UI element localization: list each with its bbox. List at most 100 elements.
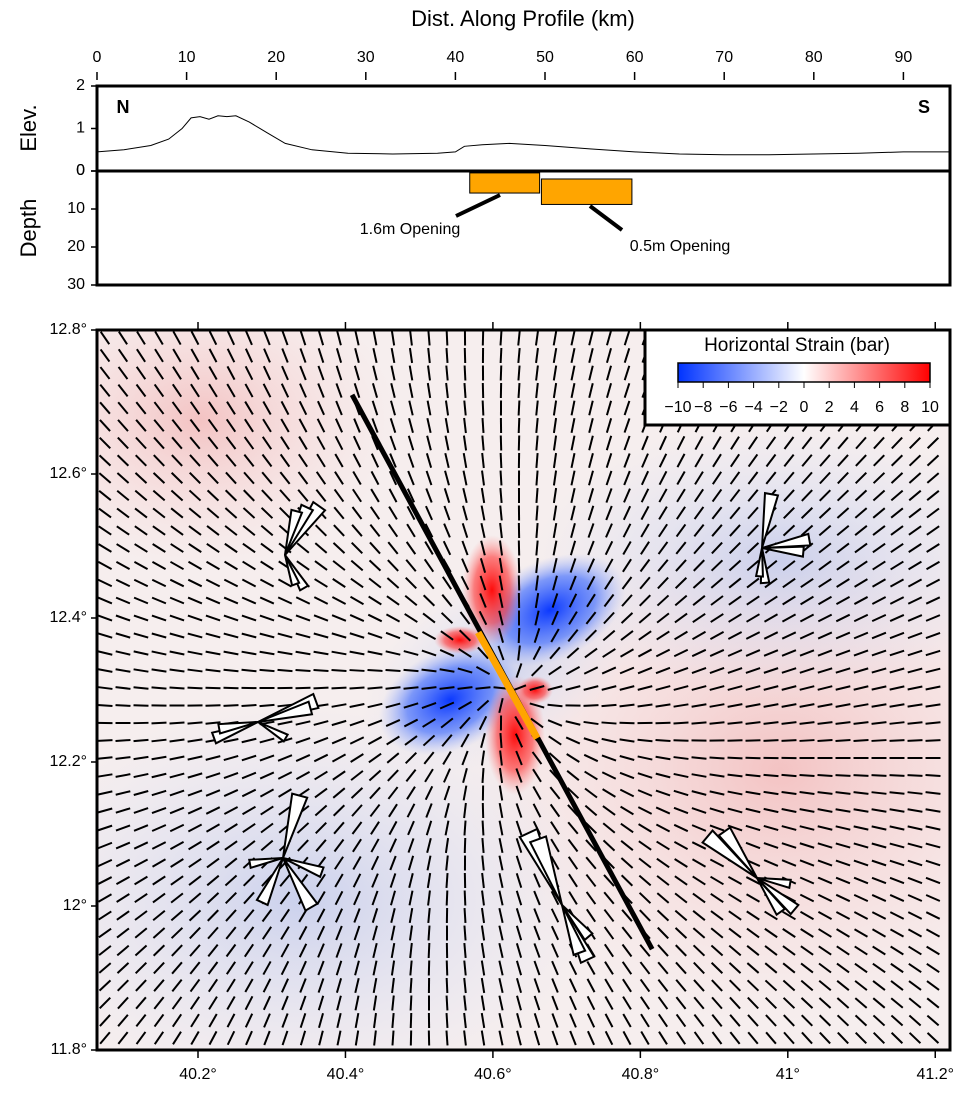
colorbar-title: Horizontal Strain (bar) — [704, 335, 890, 356]
strain-dash — [314, 670, 329, 671]
strain-dash — [428, 926, 429, 941]
strain-dash — [782, 740, 797, 741]
strain-dash — [500, 488, 501, 503]
strain-dash — [224, 705, 239, 706]
strain-dash — [890, 775, 905, 776]
strain-dash — [98, 705, 113, 706]
strain-dash — [446, 873, 447, 888]
strain-dash — [692, 757, 707, 758]
strain-dash — [447, 978, 448, 993]
y-tick-label: 12.4° — [49, 609, 87, 626]
strain-dash — [602, 722, 617, 723]
strain-dash — [447, 891, 448, 906]
strain-dash — [152, 723, 167, 724]
strain-dash — [656, 740, 671, 741]
strain-dash — [854, 775, 869, 776]
strain-dash — [908, 775, 923, 776]
y-tick-label: 2 — [76, 77, 85, 94]
strain-dash — [536, 506, 537, 521]
x-tick-label: 40.8° — [622, 1066, 660, 1083]
strain-dash — [674, 740, 689, 741]
strain-dash — [482, 768, 483, 783]
strain-dash — [800, 775, 815, 776]
strain-dash — [692, 722, 707, 723]
strain-dash — [170, 687, 185, 688]
figure: Dist. Along Profile (km) Elev. Depth N S… — [0, 0, 957, 1090]
colorbar-tick-label: 6 — [875, 399, 884, 416]
strain-dash — [464, 926, 465, 941]
colorbar — [678, 363, 930, 382]
x-tick-label: 41.2° — [916, 1066, 954, 1083]
strain-dash — [926, 740, 941, 741]
strain-dash — [746, 740, 761, 741]
strain-dash — [518, 348, 519, 363]
strain-dash — [410, 978, 411, 993]
strain-dash — [818, 775, 833, 776]
leader-line — [456, 195, 500, 216]
strain-dash — [501, 366, 502, 381]
strain-dash — [392, 1013, 393, 1028]
elev-label: Elev. — [16, 104, 41, 151]
x-tick-label: 41° — [776, 1066, 800, 1083]
strain-dash — [501, 348, 502, 363]
colorbar-tick-label: −6 — [719, 399, 737, 416]
x-tick-label: 0 — [93, 49, 102, 66]
y-tick-label: 30 — [67, 276, 85, 293]
strain-dash — [446, 348, 447, 363]
panel-frame — [97, 86, 950, 171]
strain-dash — [368, 670, 383, 671]
strain-dash — [429, 943, 430, 958]
strain-dash — [501, 453, 502, 468]
strain-dash — [746, 758, 761, 759]
strain-dash — [536, 541, 537, 556]
y-tick-label: 11.8° — [51, 1041, 87, 1058]
strain-dash — [656, 723, 671, 724]
strain-dash — [386, 670, 401, 671]
strain-dash — [386, 687, 401, 688]
strain-dash — [350, 670, 365, 671]
strain-dash — [519, 401, 520, 416]
strain-dash — [926, 775, 941, 776]
strain-dash — [170, 723, 185, 724]
strain-dash — [836, 775, 851, 776]
strain-dash — [476, 687, 491, 688]
strain-dash — [188, 722, 203, 723]
y-tick-label: 1 — [76, 120, 85, 137]
elevation-line — [97, 116, 950, 155]
strain-dash — [278, 670, 293, 671]
strain-dash — [296, 670, 311, 671]
strain-dash — [764, 775, 779, 776]
y-tick-label: 12.8° — [49, 321, 87, 338]
strain-dash — [536, 523, 537, 538]
x-tick-label: 40 — [447, 49, 465, 66]
dike-segment — [470, 173, 540, 193]
strain-dash — [519, 418, 520, 433]
strain-dash — [483, 821, 484, 836]
strain-dash — [800, 740, 815, 741]
strain-dash — [332, 688, 347, 689]
strain-dash — [519, 383, 520, 398]
colorbar-tick-label: −8 — [694, 399, 712, 416]
depth-label: Depth — [16, 199, 41, 258]
strain-dash — [908, 740, 923, 741]
strain-dash — [411, 996, 412, 1011]
strain-dash — [465, 838, 466, 853]
colorbar-tick-label: 2 — [825, 399, 834, 416]
strain-dash — [926, 722, 941, 723]
strain-dash — [447, 961, 448, 976]
x-tick-label: 40.6° — [474, 1066, 512, 1083]
strain-dash — [890, 740, 905, 741]
strain-dash — [350, 687, 365, 688]
strain-dash — [428, 908, 429, 923]
strain-dash — [206, 688, 221, 689]
x-tick-label: 70 — [715, 49, 733, 66]
strain-dash — [710, 757, 725, 758]
strain-dash — [116, 705, 131, 706]
y-tick-label: 12° — [63, 897, 87, 914]
colorbar-tick-label: 4 — [850, 399, 859, 416]
strain-dash — [411, 1013, 412, 1028]
strain-dash — [116, 740, 131, 741]
y-tick-label: 10 — [67, 200, 85, 217]
x-tick-label: 50 — [536, 49, 554, 66]
strain-dash — [447, 996, 448, 1011]
